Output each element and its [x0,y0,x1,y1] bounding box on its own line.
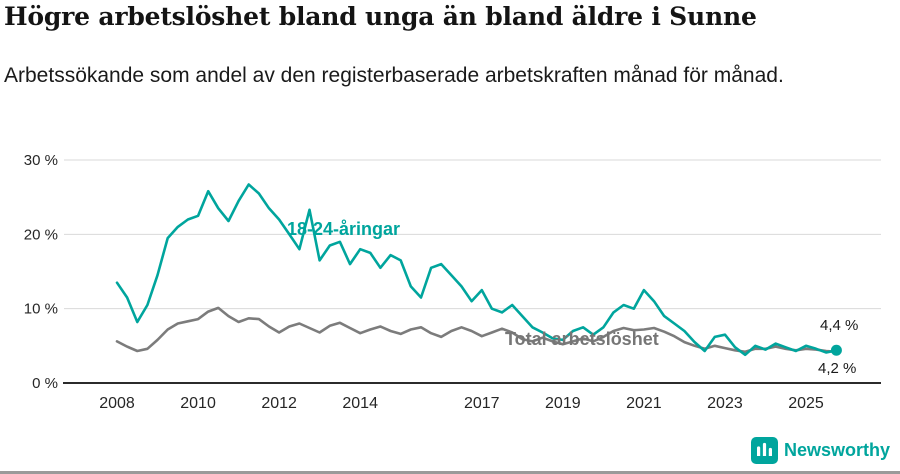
series-line-0 [115,183,838,357]
x-tick-label: 2008 [99,395,135,412]
newsworthy-logo-icon [750,437,778,464]
footer-branding: Newsworthy [750,437,890,464]
end-value-young: 4,4 % [820,317,859,334]
x-tick-label: 2019 [545,395,581,412]
x-tick-label: 2021 [626,395,662,412]
brand-name: Newsworthy [783,440,890,460]
series-line-1 [115,306,838,354]
x-tick-label: 2014 [342,395,378,412]
x-tick-label: 2012 [261,395,297,412]
series-label-total: Total arbetslöshet [505,329,659,349]
chart-title: Högre arbetslöshet bland unga än bland ä… [4,2,757,31]
x-tick-label: 2025 [788,395,824,412]
y-tick-label: 30 % [24,152,58,169]
x-tick-label: 2023 [707,395,743,412]
y-tick-label: 20 % [24,226,58,243]
y-tick-label: 10 % [24,301,58,318]
x-tick-label: 2017 [464,395,500,412]
series-end-dot [830,344,842,356]
end-value-total: 4,2 % [818,360,857,377]
series-label-young: 18-24-åringar [287,219,401,239]
chart-subtitle: Arbetssökande som andel av den registerb… [4,64,784,87]
x-tick-label: 2010 [180,395,216,412]
y-tick-label: 0 % [32,375,58,392]
